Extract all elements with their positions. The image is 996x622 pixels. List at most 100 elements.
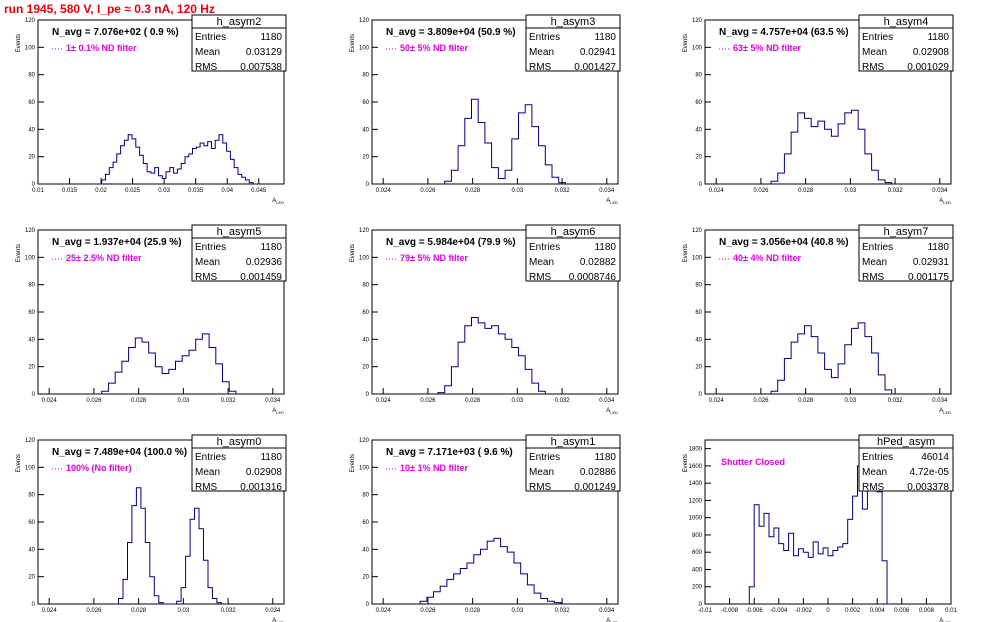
- filter-label: Shutter Closed: [721, 457, 785, 467]
- stats-label: Entries: [195, 32, 226, 43]
- x-tick-label: 0.024: [376, 608, 392, 614]
- y-tick-label: 20: [362, 155, 369, 161]
- y-tick-label: 1400: [689, 481, 703, 487]
- histogram-panel-h_asym2: 0.01 0.015 0.02 0.025 0.03 0.035 0.04 0.045 0 20 4…: [16, 14, 287, 205]
- x-axis-label: ALED: [272, 408, 284, 415]
- stats-value: 1180: [927, 32, 949, 43]
- histogram-line: [118, 487, 222, 605]
- histogram-line: [101, 333, 237, 394]
- histogram-name: h_asym5: [217, 226, 262, 238]
- x-tick-label: 0.01: [32, 188, 44, 194]
- stats-value: 0.02941: [580, 47, 617, 58]
- y-axis-label: Events: [16, 454, 22, 472]
- n-avg-label: N_avg = 7.171e+03 ( 9.6 %): [386, 447, 513, 458]
- stats-box: h_asym4 Entries 1180 Mean 0.02908 RMS 0.001029: [858, 14, 954, 73]
- x-tick-label: 0.024: [709, 188, 725, 194]
- histogram-name: h_asym0: [217, 436, 262, 448]
- y-tick-label: 80: [695, 283, 702, 289]
- stats-label: Mean: [529, 257, 554, 268]
- x-tick-label: -0.008: [721, 608, 739, 614]
- y-tick-label: 120: [25, 228, 36, 234]
- stats-value: 0.02908: [246, 467, 283, 478]
- x-tick-label: 0.024: [42, 608, 58, 614]
- x-tick-label: 0.026: [420, 608, 436, 614]
- stats-label: RMS: [529, 272, 552, 283]
- stats-value: 1180: [594, 32, 616, 43]
- y-tick-label: 0: [699, 182, 703, 188]
- stats-box: h_asym5 Entries 1180 Mean 0.02936 RMS 0.001459: [191, 224, 287, 283]
- histogram-panel-h_asym5: 0.024 0.026 0.028 0.03 0.032 0.034 0 20 40 60 80 10…: [16, 224, 287, 415]
- stats-box-frame: [191, 434, 287, 492]
- stats-box-frame: [525, 224, 621, 282]
- y-tick-label: 60: [362, 520, 369, 526]
- filter-label: 100% (No filter): [66, 463, 132, 473]
- n-avg-label: N_avg = 5.984e+04 (79.9 %): [386, 237, 516, 248]
- y-tick-label: 0: [32, 392, 36, 398]
- y-tick-label: 120: [692, 228, 703, 234]
- n-avg-label: N_avg = 3.056e+04 (40.8 %): [719, 237, 849, 248]
- x-tick-label: 0.01: [945, 608, 957, 614]
- x-tick-label: 0.034: [599, 608, 615, 614]
- y-tick-label: 20: [28, 575, 35, 581]
- filter-label: 40± 4% ND filter: [733, 253, 801, 263]
- histogram-line: [97, 134, 257, 185]
- x-tick-label: 0.03: [845, 188, 857, 194]
- stats-label: Entries: [862, 242, 893, 253]
- y-tick-label: 100: [25, 255, 36, 261]
- stats-box: h_asym2 Entries 1180 Mean 0.03129 RMS 0.007538: [191, 14, 287, 73]
- x-tick-label: -0.004: [770, 608, 788, 614]
- histogram-line: [748, 439, 892, 605]
- stats-label: Entries: [862, 32, 893, 43]
- stats-value: 0.02931: [913, 257, 950, 268]
- x-tick-label: 0.03: [178, 398, 190, 404]
- y-tick-label: 40: [362, 337, 369, 343]
- stats-label: Mean: [195, 467, 220, 478]
- stats-label: RMS: [195, 62, 218, 73]
- x-tick-label: 0.026: [420, 398, 436, 404]
- stats-value: 0.03129: [246, 47, 283, 58]
- stats-label: Entries: [862, 452, 893, 463]
- histogram-panel-h_asym7: 0.024 0.026 0.028 0.03 0.032 0.034 0 20 40 60 80 10…: [683, 224, 954, 415]
- histogram-name: h_asym4: [884, 16, 929, 28]
- y-tick-label: 100: [692, 255, 703, 261]
- stats-value: 0.02908: [913, 47, 950, 58]
- n-avg-label: N_avg = 3.809e+04 (50.9 %): [386, 27, 516, 38]
- x-tick-label: 0.035: [188, 188, 204, 194]
- y-tick-label: 40: [28, 127, 35, 133]
- y-axis-label: Events: [16, 244, 22, 262]
- y-tick-label: 20: [28, 365, 35, 371]
- y-axis-label: Events: [683, 34, 689, 52]
- n-avg-label: N_avg = 4.757e+04 (63.5 %): [719, 27, 849, 38]
- stats-box: h_asym3 Entries 1180 Mean 0.02941 RMS 0.001427: [525, 14, 621, 73]
- y-tick-label: 1200: [689, 498, 703, 504]
- y-tick-label: 0: [366, 182, 370, 188]
- stats-value: 0.001249: [574, 482, 616, 493]
- stats-label: Mean: [862, 257, 887, 268]
- x-tick-label: 0.025: [125, 188, 141, 194]
- y-axis-label: Events: [350, 454, 356, 472]
- stats-label: RMS: [529, 482, 552, 493]
- stats-label: Mean: [529, 47, 554, 58]
- histogram-panel-h_asym0: 0.024 0.026 0.028 0.03 0.032 0.034 0 20 40 60 80 10…: [16, 434, 287, 622]
- stats-box-frame: [858, 224, 954, 282]
- y-tick-label: 40: [695, 127, 702, 133]
- stats-value: 0.02936: [246, 257, 283, 268]
- y-tick-label: 120: [692, 18, 703, 24]
- y-tick-label: 100: [359, 45, 370, 51]
- y-tick-label: 20: [695, 155, 702, 161]
- y-tick-label: 0: [366, 602, 370, 608]
- stats-label: RMS: [195, 272, 218, 283]
- x-tick-label: -0.01: [698, 608, 712, 614]
- y-tick-label: 60: [695, 310, 702, 316]
- y-tick-label: 120: [25, 18, 36, 24]
- stats-value: 0.003378: [907, 482, 949, 493]
- stats-value: 1180: [260, 32, 282, 43]
- y-tick-label: 1000: [689, 516, 703, 522]
- y-tick-label: 40: [362, 547, 369, 553]
- stats-value: 1180: [927, 242, 949, 253]
- stats-value: 0.001316: [240, 482, 282, 493]
- x-tick-label: 0.024: [42, 398, 58, 404]
- y-axis-label: Events: [16, 34, 22, 52]
- y-tick-label: 120: [25, 438, 36, 444]
- stats-value: 1180: [260, 242, 282, 253]
